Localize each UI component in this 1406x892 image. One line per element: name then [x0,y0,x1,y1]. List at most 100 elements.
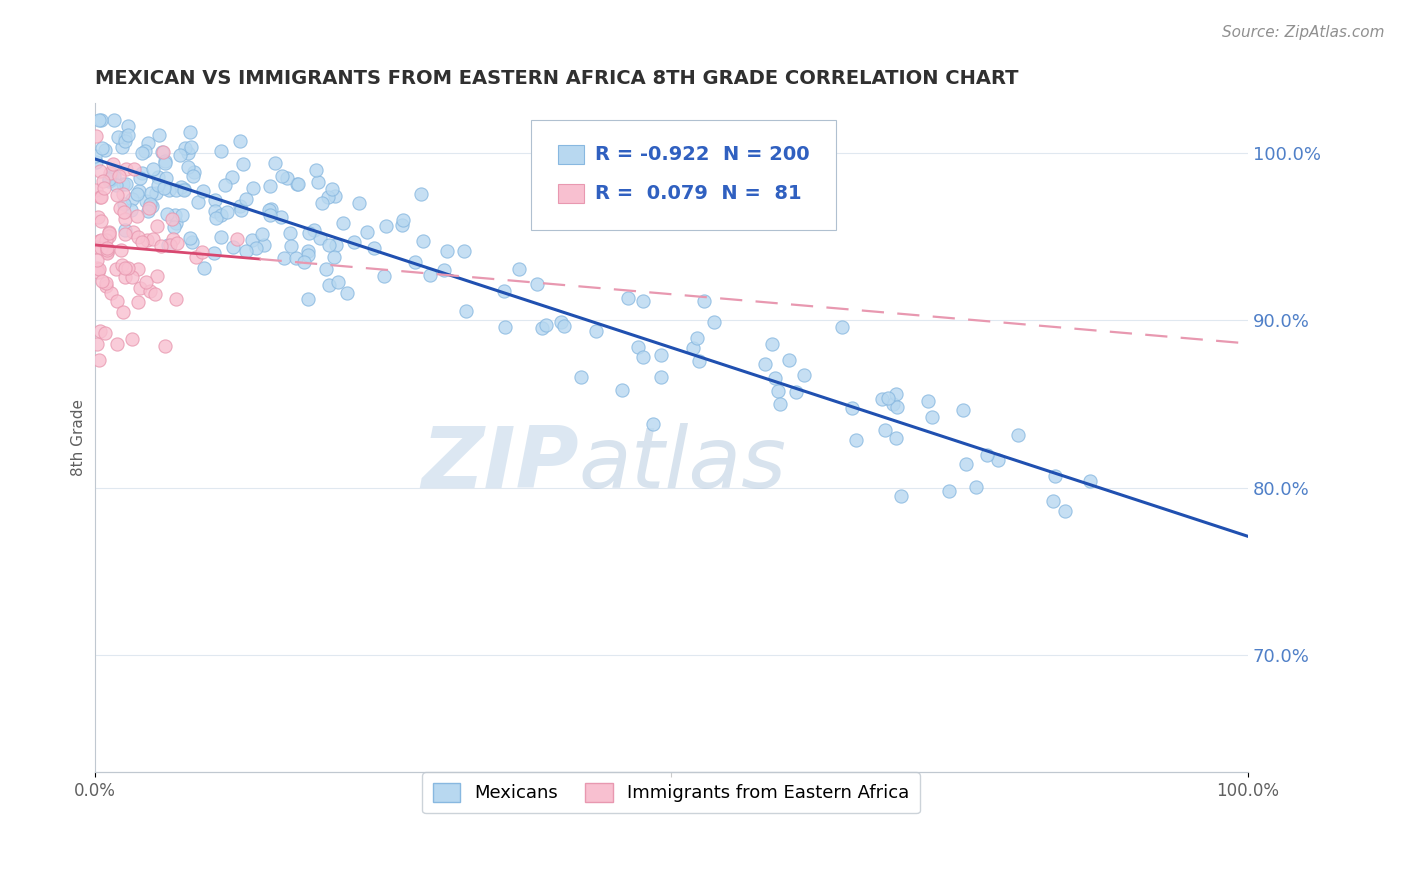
Point [1078,474,1101,488]
Point [174,141,197,155]
Point [114,227,136,241]
Point [117,120,139,134]
Point [585,324,607,338]
Point [127,294,149,309]
Point [108,169,131,184]
Point [110,258,132,272]
Point [105,178,128,193]
Point [235,192,257,206]
Point [160,211,183,226]
Point [184,250,207,264]
Point [952,403,974,417]
Point [156,206,179,220]
Point [886,400,908,414]
Point [111,177,134,191]
Point [494,284,516,298]
Point [890,489,912,503]
Point [115,162,138,177]
Point [98,226,121,240]
Point [553,318,575,333]
Point [136,136,159,150]
Point [90,190,112,204]
Point [245,241,267,255]
Point [232,157,254,171]
Point [141,199,163,213]
Point [94,143,117,157]
Point [105,336,128,351]
Point [841,401,863,415]
Point [209,208,232,222]
Point [287,178,309,192]
Point [363,241,385,255]
Point [761,336,783,351]
Point [176,145,198,160]
Point [127,261,149,276]
Text: ZIP: ZIP [422,423,579,506]
Point [616,291,638,305]
Point [179,230,201,244]
Point [152,181,174,195]
Point [90,241,112,255]
Point [84,183,107,197]
Point [96,246,118,260]
Point [155,155,177,169]
Point [131,166,153,180]
Point [323,189,346,203]
Point [222,240,245,254]
Point [193,261,215,276]
Point [508,262,530,277]
Point [1043,469,1066,483]
Point [114,223,136,237]
Point [703,315,725,329]
Point [391,218,413,232]
Point [884,432,907,446]
Point [114,130,136,145]
Point [114,260,136,275]
Point [297,244,319,258]
Point [204,194,226,208]
Point [315,262,337,277]
Point [86,261,108,276]
Point [693,293,716,308]
Point [121,269,143,284]
Point [136,233,159,247]
Text: R =  0.079  N =  81: R = 0.079 N = 81 [595,184,801,202]
Y-axis label: 8th Grade: 8th Grade [72,399,86,476]
Point [114,177,136,191]
Point [143,286,166,301]
Point [214,178,236,193]
Point [96,241,118,255]
Point [94,276,117,290]
Point [260,202,283,217]
Point [938,483,960,498]
Point [177,160,200,174]
Point [270,210,292,224]
Point [136,204,159,219]
Point [148,128,170,142]
Point [141,186,163,201]
Point [112,196,135,211]
Point [375,219,398,233]
Point [111,186,134,201]
Point [91,141,114,155]
Point [955,457,977,471]
Point [494,319,516,334]
Point [373,268,395,283]
Point [240,233,263,247]
Point [976,448,998,462]
Point [159,238,181,252]
Point [321,182,343,196]
Point [155,339,177,353]
Point [229,202,252,217]
Point [110,140,132,154]
Point [318,238,340,252]
Point [89,164,111,178]
Point [209,144,232,158]
Point [89,324,111,338]
Point [643,417,665,431]
Point [793,368,815,382]
Point [98,226,121,240]
Point [882,397,904,411]
FancyBboxPatch shape [530,120,837,230]
Point [89,190,111,204]
